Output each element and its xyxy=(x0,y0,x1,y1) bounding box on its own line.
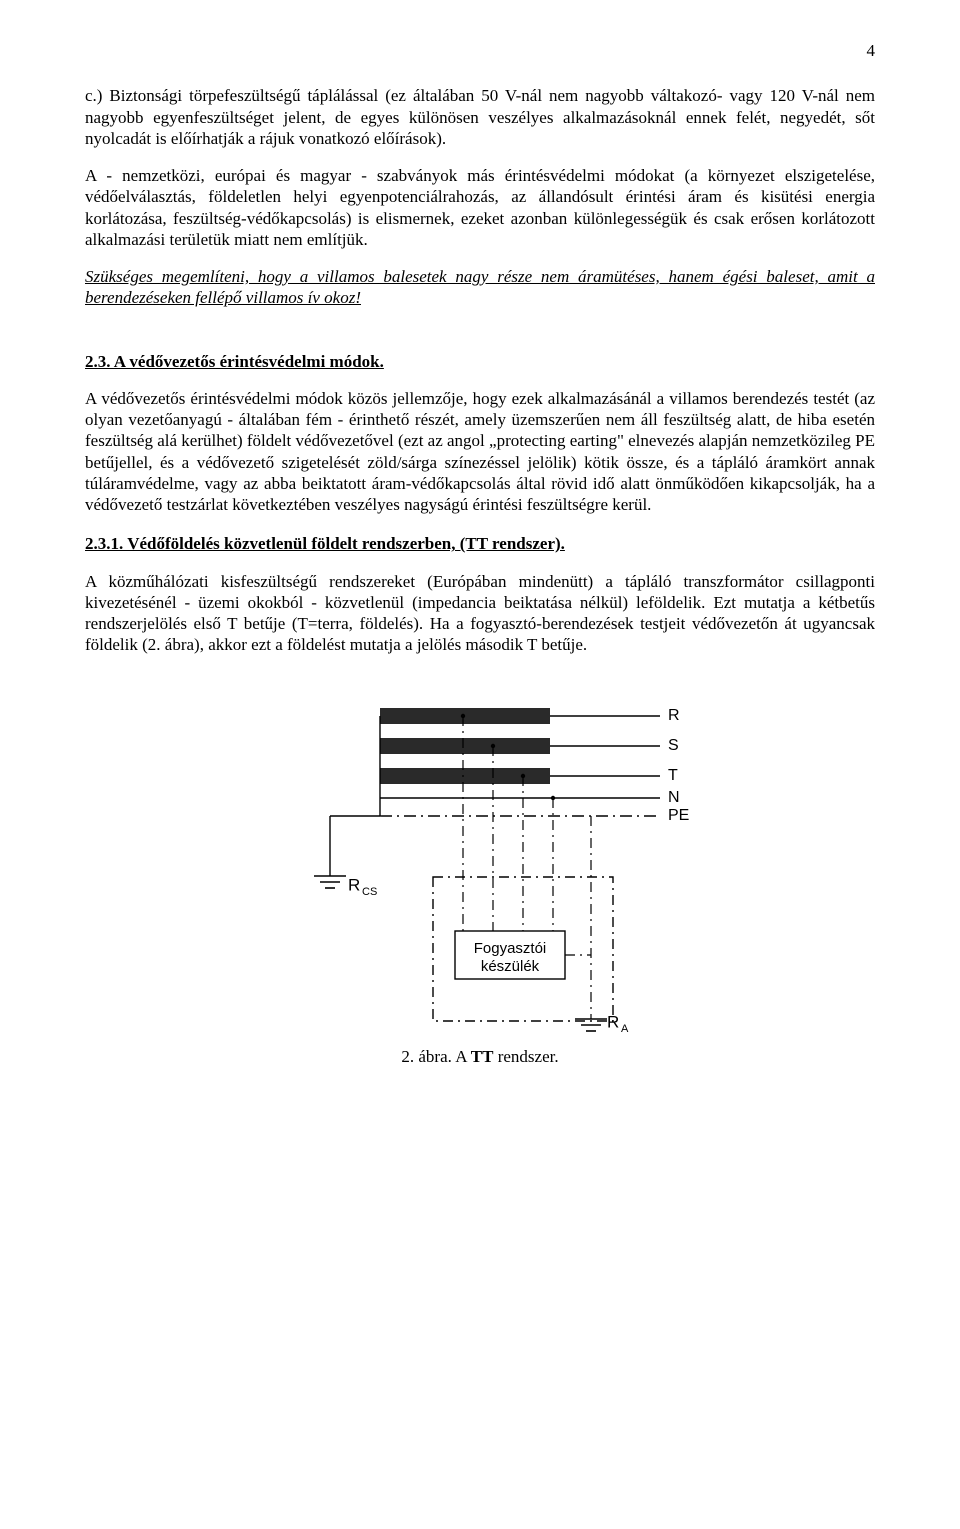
figure-tt-system: RCSRSTNPEFogyasztóikészülékRA xyxy=(85,676,875,1036)
svg-text:CS: CS xyxy=(362,885,377,897)
svg-text:A: A xyxy=(621,1022,629,1034)
caption-bold: TT xyxy=(471,1047,494,1066)
tt-diagram-svg: RCSRSTNPEFogyasztóikészülékRA xyxy=(240,676,720,1036)
page-number: 4 xyxy=(85,40,875,61)
paragraph-standards: A - nemzetközi, európai és magyar - szab… xyxy=(85,165,875,250)
caption-suffix: rendszer. xyxy=(493,1047,558,1066)
caption-prefix: 2. ábra. A xyxy=(401,1047,470,1066)
paragraph-2-3-1-body: A közműhálózati kisfeszültségű rendszere… xyxy=(85,571,875,656)
svg-text:PE: PE xyxy=(668,807,689,824)
svg-text:S: S xyxy=(668,737,679,754)
paragraph-italic-note: Szükséges megemlíteni, hogy a villamos b… xyxy=(85,266,875,309)
svg-text:készülék: készülék xyxy=(481,957,540,974)
svg-text:N: N xyxy=(668,789,680,806)
svg-text:Fogyasztói: Fogyasztói xyxy=(474,939,547,956)
section-heading-2-3: 2.3. A védővezetős érintésvédelmi módok. xyxy=(85,351,875,372)
svg-text:T: T xyxy=(668,767,678,784)
svg-text:R: R xyxy=(607,1012,619,1031)
svg-text:R: R xyxy=(348,875,360,894)
svg-text:R: R xyxy=(668,707,680,724)
paragraph-2-3-body: A védővezetős érintésvédelmi módok közös… xyxy=(85,388,875,516)
figure-caption: 2. ábra. A TT rendszer. xyxy=(85,1046,875,1067)
subsection-heading-2-3-1: 2.3.1. Védőföldelés közvetlenül földelt … xyxy=(85,533,875,554)
paragraph-c: c.) Biztonsági törpefeszültségű táplálás… xyxy=(85,85,875,149)
